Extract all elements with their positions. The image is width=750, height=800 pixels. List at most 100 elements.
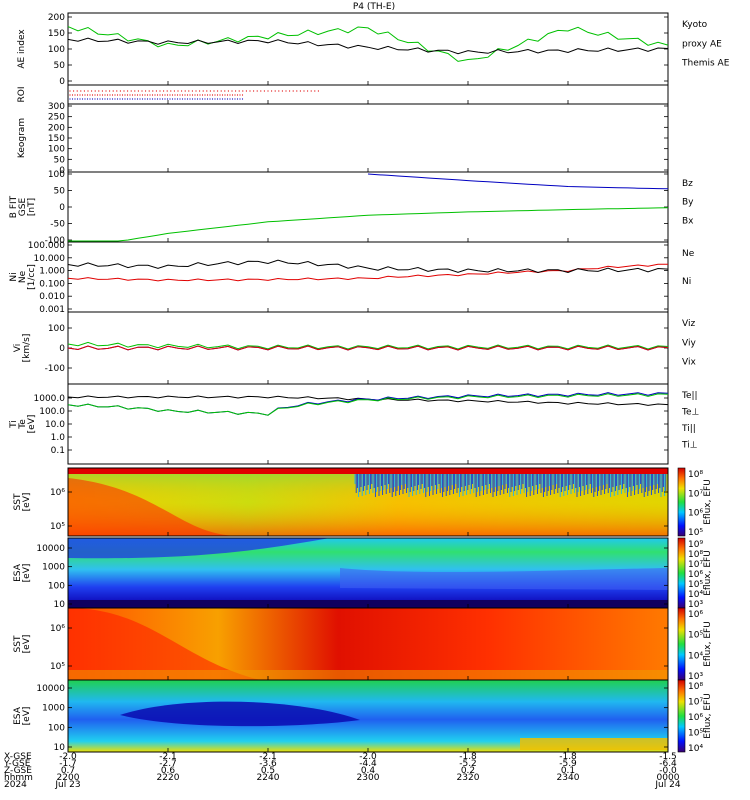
roi-marker: [263, 90, 265, 92]
chart-title: P4 (TH-E): [353, 2, 395, 12]
roi-marker: [184, 98, 186, 100]
roi-marker: [219, 98, 221, 100]
roi-marker: [314, 90, 316, 92]
y-tick-label-keogram: 50: [54, 155, 66, 165]
colorbar-tick-esa_i: 10⁵: [688, 729, 703, 739]
roi-marker: [191, 90, 193, 92]
roi-marker: [164, 98, 166, 100]
roi-marker: [171, 98, 174, 100]
colorbar-tick-esa_e: 10⁹: [688, 540, 703, 550]
y-tick-label-keogram: 100: [48, 145, 65, 155]
colorbar-label-sst_e: Eflux, EFU: [703, 479, 713, 525]
legend-vi: Viy: [682, 338, 696, 348]
roi-marker: [241, 98, 244, 100]
line-ne: [67, 263, 668, 282]
x-tick-label: -2.0: [59, 752, 77, 762]
colorbar-tick-sst_e: 10⁷: [688, 489, 703, 499]
roi-marker: [209, 90, 211, 92]
y-tick-label-ti: 1.0: [51, 433, 66, 443]
roi-marker: [181, 90, 183, 92]
roi-marker: [154, 94, 156, 96]
roi-marker: [214, 94, 216, 96]
roi-marker: [151, 94, 154, 96]
roi-marker: [84, 98, 86, 100]
roi-marker: [176, 98, 179, 100]
roi-marker: [114, 94, 116, 96]
roi-marker: [231, 94, 234, 96]
roi-marker: [81, 94, 84, 96]
y-tick-label-esa_i: 1000: [42, 704, 65, 714]
roi-marker: [209, 98, 211, 100]
y-tick-label-sst_e: 10⁶: [50, 488, 65, 498]
y-tick-label-esa_e: 100: [48, 581, 65, 591]
colorbar-esa_i: [677, 679, 686, 753]
legend-ni: Ni: [682, 277, 691, 287]
y-tick-label-vi: 100: [48, 324, 65, 334]
roi-marker: [234, 94, 236, 96]
roi-marker: [166, 98, 169, 100]
roi-marker: [216, 94, 219, 96]
roi-marker: [94, 90, 96, 92]
roi-marker: [171, 94, 174, 96]
roi-marker: [87, 90, 89, 92]
y-tick-label-ni: 100.000: [28, 241, 65, 251]
colorbar-tick-esa_e: 10⁸: [688, 550, 703, 560]
colorbar-tick-esa_i: 10⁸: [688, 682, 703, 692]
roi-marker: [71, 94, 74, 96]
colorbar-sst_i: [677, 607, 686, 681]
colorbar-tick-sst_e: 10⁵: [688, 528, 703, 538]
y-tick-label-bfit: 0: [59, 203, 65, 213]
roi-marker: [177, 90, 179, 92]
roi-marker: [119, 98, 121, 100]
roi-marker: [209, 94, 211, 96]
y-axis-title-sst_e: SST: [13, 493, 23, 510]
y-tick-label-ni: 0.001: [39, 305, 65, 315]
y-axis-title-ti: [eV]: [27, 415, 37, 434]
x-tick-label: 0.6: [161, 766, 176, 776]
roi-marker: [249, 90, 251, 92]
y-tick-label-ni: 0.100: [39, 279, 65, 289]
x-tick-label: Jul 23: [54, 780, 80, 790]
roi-marker: [149, 98, 151, 100]
line-te-par: [67, 395, 669, 406]
roi-marker: [186, 94, 189, 96]
roi-marker: [101, 90, 103, 92]
roi-marker: [116, 98, 119, 100]
x-tick-label: -1.8: [459, 752, 477, 762]
roi-marker: [184, 90, 186, 92]
roi-marker: [214, 98, 216, 100]
roi-marker: [159, 94, 161, 96]
roi-marker: [236, 98, 239, 100]
y-axis-title-esa_i: ESA: [13, 706, 23, 725]
roi-marker: [91, 98, 94, 100]
x-tick-label: 2340: [557, 773, 580, 783]
line-bz: [367, 173, 669, 190]
y-tick-label-ni: 10.000: [34, 254, 66, 264]
y-tick-label-ti: 1000.0: [34, 394, 66, 404]
roi-marker: [191, 94, 194, 96]
roi-marker: [285, 90, 287, 92]
colorbar-tick-esa_e: 10⁷: [688, 560, 703, 570]
x-tick-label: -1.8: [559, 752, 577, 762]
colorbar-tick-esa_i: 10⁴: [688, 744, 703, 754]
y-tick-label-bfit: 50: [54, 187, 66, 197]
sst-electron-hot-region: [68, 478, 240, 536]
roi-marker: [81, 98, 84, 100]
roi-marker: [199, 94, 201, 96]
roi-marker: [196, 94, 199, 96]
colorbar-label-esa_e: Eflux, EFU: [703, 550, 713, 596]
roi-marker: [124, 98, 126, 100]
roi-marker: [121, 94, 124, 96]
x-tick-label: -2.1: [159, 752, 177, 762]
sst-electron-top-band: [68, 468, 668, 474]
roi-marker: [199, 90, 201, 92]
x-row-label: 2024: [4, 780, 27, 790]
roi-marker: [106, 94, 109, 96]
roi-marker: [224, 90, 226, 92]
roi-marker: [71, 98, 74, 100]
roi-marker: [126, 94, 129, 96]
legend-ti: Te||: [681, 391, 698, 401]
roi-marker: [112, 90, 114, 92]
roi-marker: [220, 90, 222, 92]
roi-marker: [73, 90, 75, 92]
